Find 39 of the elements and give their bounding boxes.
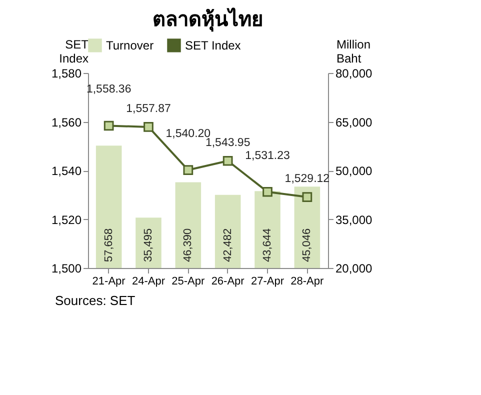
source-note: Sources: SET (55, 293, 136, 308)
y-tick-label: 1,540 (51, 164, 82, 178)
data-label: 45,046 (301, 228, 314, 262)
legend-label: SET Index (185, 38, 241, 52)
y-tick-label: 1,520 (51, 212, 82, 227)
point (302, 192, 312, 202)
y2-tick-label: 80,000 (336, 66, 373, 80)
point (262, 186, 272, 197)
x-tick-label: 21-Apr (92, 276, 126, 288)
point (144, 122, 154, 132)
point (104, 120, 114, 131)
x-tick-label: 25-Apr (172, 276, 206, 288)
y-tick-label: 1,580 (51, 66, 82, 80)
x-tick-label: 28-Apr (290, 276, 324, 288)
y2-tick-label: 65,000 (336, 115, 373, 130)
y-tick-label: 1,560 (51, 115, 82, 130)
data-label: 46,390 (182, 228, 194, 262)
data-label: 43,644 (262, 228, 274, 262)
data-label: 1,557.87 (126, 102, 171, 115)
legend-label: Turnover (106, 38, 154, 52)
y-axis-title: SET Index (59, 38, 90, 66)
data-label: 1,529.12 (284, 173, 330, 186)
y2-axis-title: Million Baht (336, 38, 371, 66)
point (222, 156, 233, 166)
point (183, 165, 194, 175)
data-label: 57,658 (102, 228, 115, 262)
y-tick-label: 1,500 (51, 262, 82, 276)
data-label: 1,543.95 (205, 136, 250, 149)
data-label: 35,495 (142, 228, 154, 262)
x-tick-label: 27-Apr (250, 276, 284, 288)
y2-tick-label: 20,000 (336, 262, 373, 276)
x-tick-label: 26-Apr (211, 276, 245, 288)
chart-title: ตลาดหุ้นไทย (152, 7, 264, 32)
data-label: 1,531.23 (245, 150, 290, 162)
data-label: 42,482 (222, 228, 234, 262)
y2-tick-label: 50,000 (336, 164, 373, 178)
data-label: 1,558.36 (86, 84, 132, 96)
y2-tick-label: 35,000 (336, 212, 373, 227)
x-tick-label: 24-Apr (132, 276, 166, 288)
